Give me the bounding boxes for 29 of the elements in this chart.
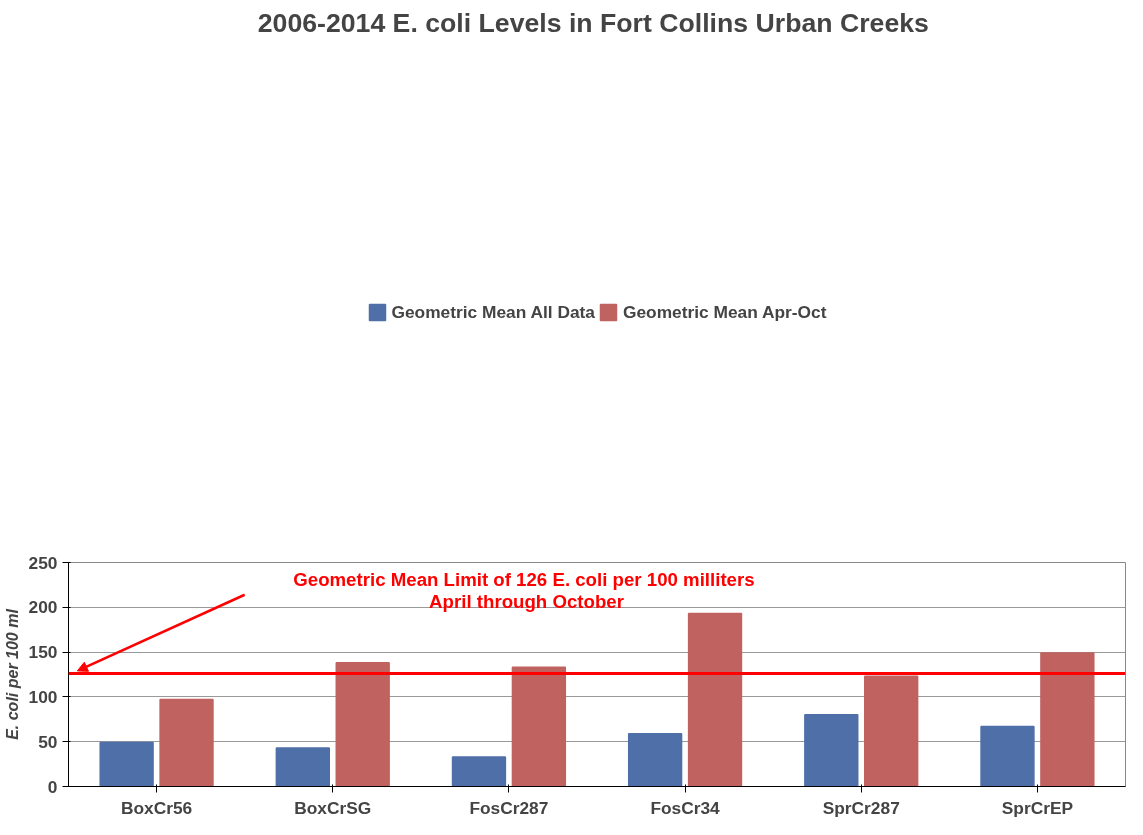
bar	[687, 612, 743, 787]
x-tick-label: BoxCrSG	[294, 797, 372, 818]
y-tick-label: 150	[28, 642, 58, 663]
bar	[159, 698, 214, 787]
bar	[335, 662, 390, 787]
legend-label: Geometric Mean Apr-Oct	[623, 301, 827, 323]
bar	[804, 714, 859, 787]
x-tick-label: BoxCr56	[120, 797, 193, 818]
bar	[451, 756, 507, 787]
bar	[627, 732, 683, 787]
chart-title: 2006-2014 E. coli Levels in Fort Collins Urban Creeks	[257, 7, 929, 38]
y-axis-title: E. coli per 100 ml	[3, 608, 21, 740]
y-tick-label: 250	[28, 552, 58, 573]
y-tick-label: 200	[28, 597, 58, 618]
bar	[864, 675, 919, 787]
y-tick-label: 0	[47, 776, 58, 797]
y-tick-label: 50	[38, 731, 58, 752]
x-tick-label: SprCrEP	[1001, 797, 1074, 818]
bar	[511, 666, 567, 787]
y-tick-label: 100	[28, 686, 58, 707]
x-tick-label: FosCr34	[650, 797, 721, 818]
bar	[980, 725, 1035, 787]
legend-label: Geometric Mean All Data	[391, 301, 596, 323]
bar	[1040, 652, 1095, 787]
bar	[99, 741, 154, 787]
ref-line-label: Geometric Mean Limit of 126 E. coli per 100 milliters April through October	[293, 569, 755, 613]
bar	[275, 747, 330, 787]
x-tick-label: FosCr287	[469, 797, 549, 818]
x-tick-label: SprCr287	[822, 797, 900, 818]
